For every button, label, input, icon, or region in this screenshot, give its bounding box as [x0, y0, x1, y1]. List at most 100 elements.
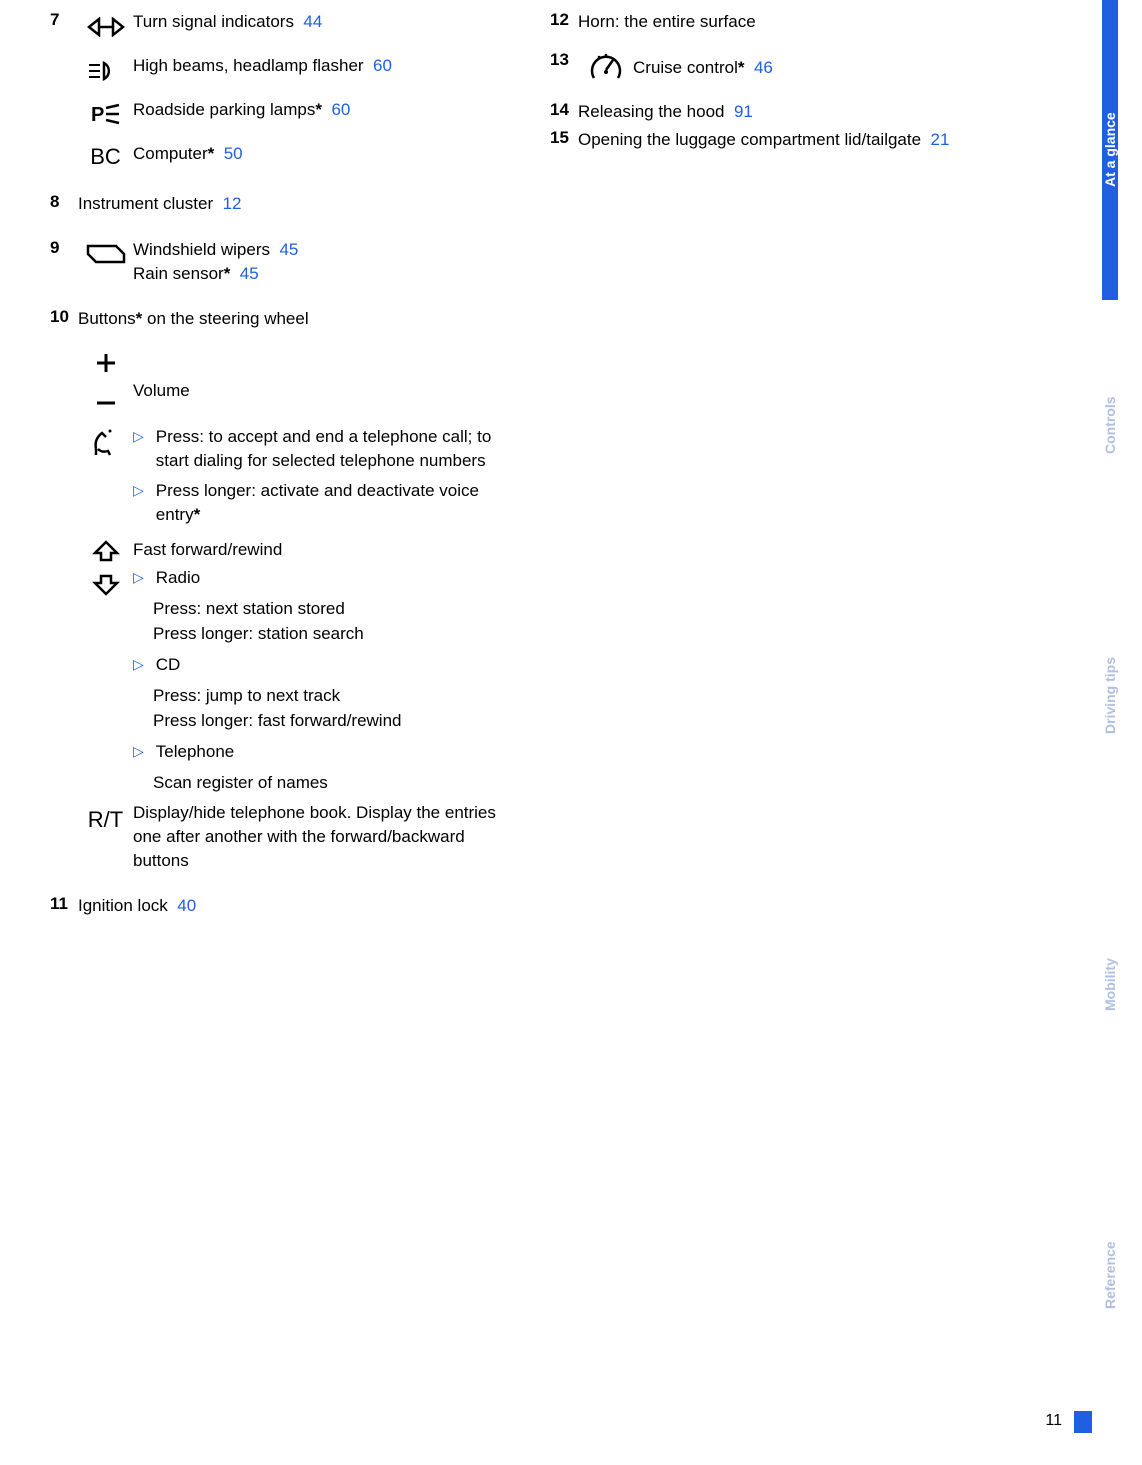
- item-7-text-3: Roadside parking lamps* 60: [133, 98, 510, 122]
- ignition-label: Ignition lock: [78, 896, 168, 915]
- luggage-label: Opening the luggage compartment lid/tail…: [578, 130, 921, 149]
- cd-line-2: Press longer: fast forward/rewind: [153, 708, 510, 734]
- item-num-13: 13: [550, 50, 578, 70]
- wiper-icon: [78, 238, 133, 269]
- item-13-text: Cruise control* 46: [633, 50, 1060, 80]
- item-12: 12 Horn: the entire surface: [550, 10, 1060, 34]
- rain-sensor-label: Rain sensor: [133, 264, 224, 283]
- buttons-label: Buttons: [78, 309, 136, 328]
- parking-lamps-icon: P: [78, 98, 133, 128]
- phone-bullets: ▷ Press: to accept and end a telephone c…: [133, 425, 510, 532]
- cruise-control-icon: [578, 50, 633, 84]
- item-num-11: 11: [50, 894, 78, 914]
- cd-label: CD: [156, 653, 181, 677]
- phone-bullet-1: Press: to accept and end a telephone cal…: [156, 425, 510, 473]
- item-num-10: 10: [50, 307, 78, 327]
- item-num-8: 8: [50, 192, 78, 212]
- item-7-row-3: P Roadside parking lamps* 60: [50, 98, 510, 128]
- item-8-text: Instrument cluster 12: [78, 192, 510, 216]
- item-9-text: Windshield wipers 45 Rain sensor* 45: [133, 238, 510, 286]
- page-ref[interactable]: 12: [223, 194, 242, 213]
- page-ref[interactable]: 21: [931, 130, 950, 149]
- page-ref[interactable]: 50: [224, 144, 243, 163]
- tab-reference[interactable]: Reference: [1102, 1130, 1118, 1420]
- radio-line-1: Press: next station stored: [153, 596, 510, 622]
- left-column: 7 Turn signal indicators 44: [50, 10, 540, 922]
- plus-minus-icon: [78, 351, 133, 411]
- parking-lamps-label: Roadside parking lamps: [133, 100, 315, 119]
- item-11-text: Ignition lock 40: [78, 894, 510, 918]
- triangle-icon: ▷: [133, 481, 144, 501]
- item-7-text-2: High beams, headlamp flasher 60: [133, 54, 510, 78]
- horn-label: Horn: the entire surface: [578, 10, 1060, 34]
- item-num-15: 15: [550, 128, 578, 148]
- item-num-14: 14: [550, 100, 578, 120]
- bc-icon: BC: [78, 142, 133, 170]
- tab-driving-tips[interactable]: Driving tips: [1102, 550, 1118, 840]
- fastfwd-title: Fast forward/rewind: [133, 538, 510, 562]
- item-10-heading: 10 Buttons* on the steering wheel: [50, 307, 510, 331]
- page-ref[interactable]: 44: [303, 12, 322, 31]
- fastfwd-row: Fast forward/rewind ▷ Radio Press: next …: [78, 538, 510, 795]
- page-ref[interactable]: 45: [240, 264, 259, 283]
- triangle-icon: ▷: [133, 655, 144, 675]
- page-content: 7 Turn signal indicators 44: [0, 0, 1142, 952]
- wipers-label: Windshield wipers: [133, 240, 270, 259]
- triangle-icon: ▷: [133, 568, 144, 588]
- phone-row: ▷ Press: to accept and end a telephone c…: [78, 425, 510, 532]
- item-10-heading-text: Buttons* on the steering wheel: [78, 307, 510, 331]
- sidebar-tabs: At a glance Controls Driving tips Mobili…: [1102, 0, 1142, 1465]
- tab-controls[interactable]: Controls: [1102, 300, 1118, 550]
- item-7-text-1: Turn signal indicators 44: [133, 10, 510, 34]
- item-9: 9 Windshield wipers 45 Rain sensor* 45: [50, 238, 510, 286]
- item-7-text-4: Computer* 50: [133, 142, 510, 166]
- high-beam-icon: [78, 54, 133, 84]
- triangle-icon: ▷: [133, 742, 144, 762]
- page-ref[interactable]: 60: [373, 56, 392, 75]
- page-ref[interactable]: 40: [177, 896, 196, 915]
- item-8: 8 Instrument cluster 12: [50, 192, 510, 216]
- triangle-icon: ▷: [133, 427, 144, 447]
- item-15: 15 Opening the luggage compartment lid/t…: [550, 128, 1060, 152]
- phone-bullet-2: Press longer: activate and deactivate vo…: [156, 479, 510, 527]
- steering-wheel-label: on the steering wheel: [142, 309, 308, 328]
- item-14: 14 Releasing the hood 91: [550, 100, 1060, 124]
- cd-line-1: Press: jump to next track: [153, 683, 510, 709]
- item-7-row-2: High beams, headlamp flasher 60: [50, 54, 510, 84]
- turn-signal-label: Turn signal indicators: [133, 12, 294, 31]
- rt-row: R/T Display/hide telephone book. Display…: [78, 801, 510, 872]
- page-ref[interactable]: 60: [331, 100, 350, 119]
- item-13: 13 Cruise control* 46: [550, 50, 1060, 84]
- rt-icon: R/T: [78, 801, 133, 833]
- telephone-label: Telephone: [156, 740, 234, 764]
- item-11: 11 Ignition lock 40: [50, 894, 510, 918]
- up-down-icon: [78, 538, 133, 598]
- page-number: 11: [1045, 1412, 1062, 1430]
- instrument-cluster-label: Instrument cluster: [78, 194, 213, 213]
- volume-label: Volume: [133, 351, 510, 403]
- item-7-row-1: 7 Turn signal indicators 44: [50, 10, 510, 40]
- item-7-row-4: BC Computer* 50: [50, 142, 510, 170]
- phone-icon: [78, 425, 133, 461]
- right-column: 12 Horn: the entire surface 13 Cruise co…: [540, 10, 1060, 922]
- cruise-label: Cruise control: [633, 58, 738, 77]
- tab-mobility[interactable]: Mobility: [1102, 840, 1118, 1130]
- rt-text: Display/hide telephone book. Display the…: [133, 801, 510, 872]
- computer-label: Computer: [133, 144, 208, 163]
- item-num-12: 12: [550, 10, 578, 30]
- page-ref[interactable]: 91: [734, 102, 753, 121]
- radio-line-2: Press longer: station search: [153, 621, 510, 647]
- svg-text:P: P: [91, 104, 104, 126]
- high-beam-label: High beams, headlamp flasher: [133, 56, 364, 75]
- page-marker: [1074, 1411, 1092, 1433]
- item-15-text: Opening the luggage compartment lid/tail…: [578, 128, 1060, 152]
- tab-at-a-glance[interactable]: At a glance: [1102, 0, 1118, 300]
- item-num-9: 9: [50, 238, 78, 258]
- item-num-7: 7: [50, 10, 78, 30]
- telephone-line-1: Scan register of names: [153, 770, 510, 796]
- page-ref[interactable]: 46: [754, 58, 773, 77]
- hood-label: Releasing the hood: [578, 102, 725, 121]
- radio-label: Radio: [156, 566, 200, 590]
- page-ref[interactable]: 45: [279, 240, 298, 259]
- turn-signal-icon: [78, 10, 133, 40]
